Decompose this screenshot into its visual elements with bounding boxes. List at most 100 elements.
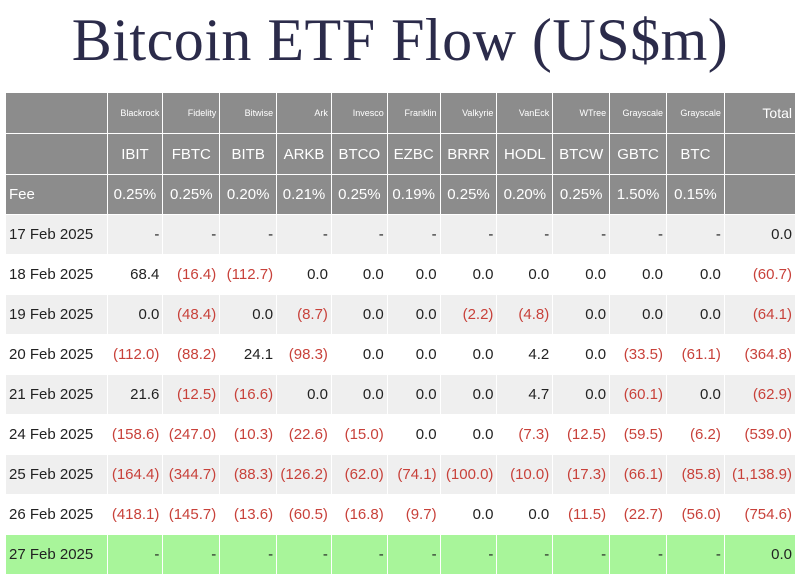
flow-cell: (100.0) [439,454,498,495]
flow-cell: (62.0) [330,454,388,495]
flow-cell: 0.0 [386,414,441,455]
flow-cell: (7.3) [496,414,554,455]
flow-cell: 0.0 [219,294,278,335]
date-cell: 19 Feb 2025 [5,294,108,335]
flow-cell: - [219,214,278,255]
flow-cell: (33.5) [609,334,667,375]
date-cell: 17 Feb 2025 [5,214,108,255]
ticker-header: HODL [496,133,554,175]
fee-cell: 0.25% [330,174,388,215]
flow-cell: (164.4) [106,454,164,495]
flow-cell: (10.0) [496,454,554,495]
flow-cell: 0.0 [330,294,388,335]
flow-cell: - [219,534,278,575]
flow-cell: 0.0 [330,334,388,375]
flow-cell: 0.0 [386,254,441,295]
flow-cell: 0.0 [665,254,725,295]
flow-cell: 0.0 [552,294,611,335]
flow-cell: (13.6) [219,494,278,535]
flow-cell: - [496,214,554,255]
fee-total-cell [723,174,797,215]
flow-cell: (16.8) [330,494,388,535]
flow-cell: (11.5) [552,494,611,535]
flow-cell: (17.3) [552,454,611,495]
fee-cell: 0.20% [219,174,278,215]
flow-cell: 0.0 [665,374,725,415]
flow-cell: (16.6) [219,374,278,415]
total-cell: (64.1) [723,294,797,335]
ticker-header: BTC [665,133,725,175]
issuer-header: VanEck [496,92,554,134]
fee-cell: 0.25% [552,174,611,215]
flow-cell: 0.0 [439,334,498,375]
flow-cell: (247.0) [162,414,221,455]
flow-cell: (4.8) [496,294,554,335]
page-title: Bitcoin ETF Flow (US$m) [71,7,729,73]
date-cell: 20 Feb 2025 [5,334,108,375]
flow-cell: (60.1) [609,374,667,415]
etf-flow-table: Blackrock Fidelity Bitwise Ark Invesco F… [5,92,797,575]
flow-cell: 0.0 [330,374,388,415]
ticker-header-row: IBIT FBTC BITB ARKB BTCO EZBC BRRR HODL … [5,133,797,175]
fee-cell: 0.25% [106,174,164,215]
flow-cell: (158.6) [106,414,164,455]
flow-cell: - [330,214,388,255]
table-row: 18 Feb 2025 68.4 (16.4) (112.7) 0.0 0.0 0.0 0.0… [5,254,797,295]
flow-cell: 0.0 [439,494,498,535]
flow-cell: (16.4) [162,254,221,295]
flow-cell: 0.0 [386,374,441,415]
flow-cell: (9.7) [386,494,441,535]
flow-cell: - [552,214,611,255]
flow-cell: - [162,214,221,255]
flow-cell: - [276,534,332,575]
ticker-header: BRRR [439,133,498,175]
total-header: Total [723,92,797,134]
ticker-header: ARKB [276,133,332,175]
issuer-header: Valkyrie [439,92,498,134]
total-ticker-cell [723,133,797,175]
flow-cell: 0.0 [496,254,554,295]
fee-cell: 0.15% [665,174,725,215]
flow-cell: (418.1) [106,494,164,535]
flow-cell: (12.5) [552,414,611,455]
fee-cell: 0.25% [162,174,221,215]
issuer-header: Bitwise [219,92,278,134]
table-row: 24 Feb 2025 (158.6) (247.0) (10.3) (22.6) (15… [5,414,797,455]
total-cell: (1,138.9) [723,454,797,495]
total-cell: 0.0 [723,214,797,255]
issuer-header: Grayscale [665,92,725,134]
ticker-header: EZBC [386,133,441,175]
flow-cell: - [106,534,164,575]
flow-cell: 0.0 [439,414,498,455]
flow-cell: - [330,534,388,575]
total-cell: (364.8) [723,334,797,375]
flow-cell: - [276,214,332,255]
fee-cell: 0.20% [496,174,554,215]
fee-cell: 1.50% [609,174,667,215]
flow-cell: 4.2 [496,334,554,375]
flow-cell: 0.0 [386,294,441,335]
flow-cell: - [609,534,667,575]
issuer-header: Grayscale [609,92,667,134]
flow-cell: (98.3) [276,334,332,375]
fee-label: Fee [5,174,108,215]
flow-cell: (74.1) [386,454,441,495]
flow-cell: 0.0 [439,254,498,295]
flow-cell: (22.6) [276,414,332,455]
total-cell: 0.0 [723,534,797,575]
table-row: 17 Feb 2025- - - - - - - - - - -0.0 [5,214,797,255]
table-row: 26 Feb 2025 (418.1) (145.7) (13.6) (60.5) (16… [5,494,797,535]
flow-cell: 0.0 [609,254,667,295]
issuer-header: Invesco [330,92,388,134]
flow-cell: (48.4) [162,294,221,335]
flow-cell: - [609,214,667,255]
flow-cell: (60.5) [276,494,332,535]
flow-cell: - [162,534,221,575]
flow-table-body: 17 Feb 2025- - - - - - - - - - -0.0 18 Feb 2025 68.4… [5,214,797,575]
flow-cell: (12.5) [162,374,221,415]
ticker-header: FBTC [162,133,221,175]
flow-cell: (344.7) [162,454,221,495]
total-cell: (539.0) [723,414,797,455]
ticker-header: BTCW [552,133,611,175]
flow-cell: (22.7) [609,494,667,535]
